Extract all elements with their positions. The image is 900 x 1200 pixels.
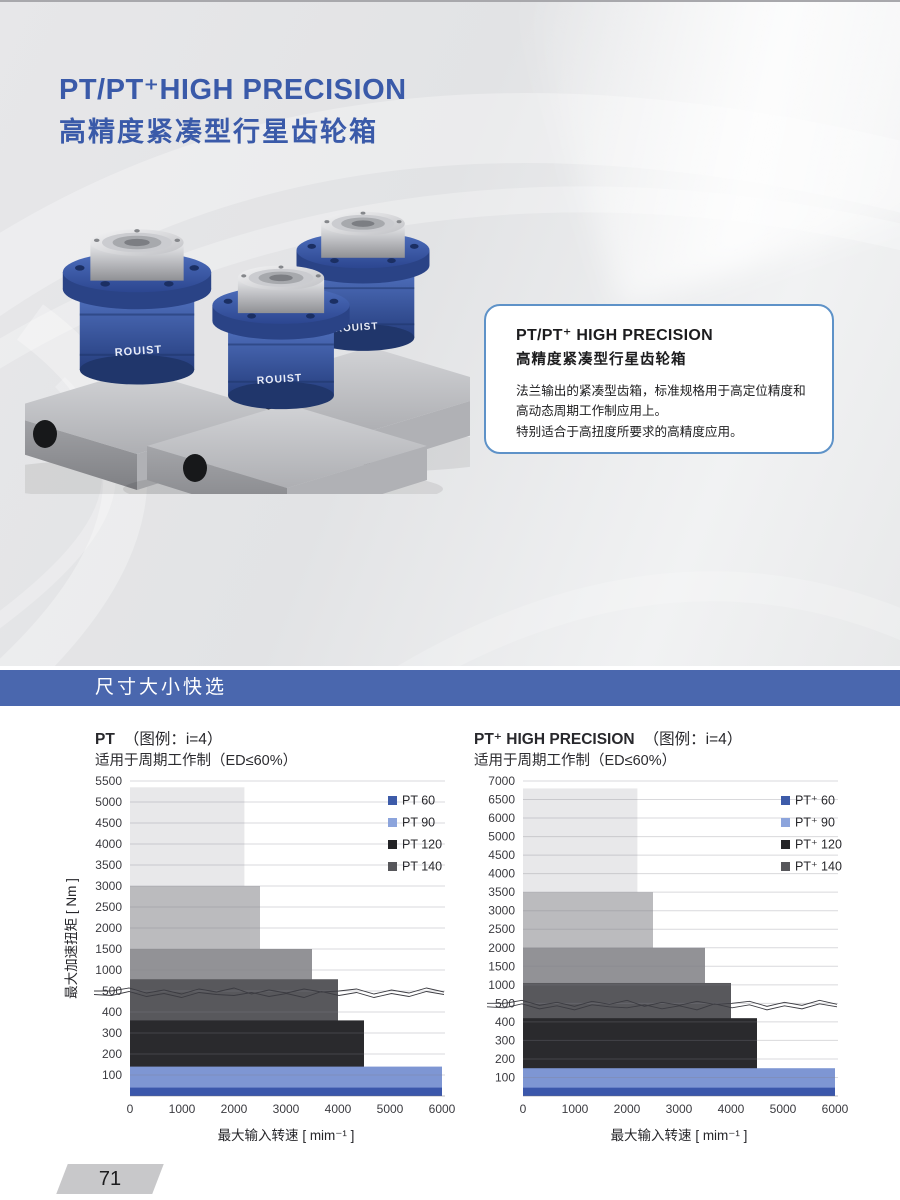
svg-text:5000: 5000 — [488, 830, 515, 844]
svg-text:300: 300 — [495, 1033, 515, 1047]
svg-text:2500: 2500 — [95, 900, 122, 914]
svg-text:100: 100 — [495, 1070, 515, 1084]
svg-text:4500: 4500 — [95, 816, 122, 830]
svg-text:5000: 5000 — [95, 795, 122, 809]
page-title-en: PT/PT⁺HIGH PRECISION — [59, 74, 407, 106]
svg-text:最大输入转速 [ mim⁻¹ ]: 最大输入转速 [ mim⁻¹ ] — [218, 1128, 355, 1143]
pt-plus-capability-chart: 7000650060005000450040003500300025002000… — [486, 774, 849, 1143]
info-body-2: 特别适合于高扭度所要求的高精度应用。 — [516, 424, 743, 439]
svg-text:PT⁺ 120: PT⁺ 120 — [795, 838, 842, 852]
svg-text:1500: 1500 — [95, 942, 122, 956]
svg-text:2000: 2000 — [614, 1102, 641, 1116]
section-banner: 尺寸大小快选 — [0, 670, 900, 706]
chart-title-right: PT⁺ HIGH PRECISION （图例：i=4） — [474, 731, 743, 748]
svg-text:PT 60: PT 60 — [402, 794, 435, 808]
svg-text:3500: 3500 — [95, 858, 122, 872]
product-image: ROUIST ROUIST ROUIST — [25, 210, 470, 494]
svg-text:3000: 3000 — [488, 904, 515, 918]
svg-text:PT⁺ 60: PT⁺ 60 — [795, 794, 835, 808]
svg-text:4000: 4000 — [95, 837, 122, 851]
svg-text:6000: 6000 — [488, 811, 515, 825]
svg-text:400: 400 — [102, 1005, 122, 1019]
svg-text:4500: 4500 — [488, 848, 515, 862]
svg-text:4000: 4000 — [488, 867, 515, 881]
info-title-cn: 高精度紧凑型行星齿轮箱 — [516, 352, 687, 368]
svg-text:2000: 2000 — [95, 921, 122, 935]
svg-text:6000: 6000 — [822, 1102, 849, 1116]
page-title-cn: 高精度紧凑型行星齿轮箱 — [59, 117, 378, 147]
page-number: 71 — [56, 1164, 164, 1194]
pt-capability-chart: 5500500045004000350030002500200015001000… — [64, 774, 456, 1143]
page-number-label: 71 — [98, 1168, 122, 1190]
svg-text:1000: 1000 — [95, 963, 122, 977]
svg-text:0: 0 — [127, 1102, 134, 1116]
svg-text:300: 300 — [102, 1026, 122, 1040]
svg-text:7000: 7000 — [488, 774, 515, 788]
brand-label: ROUIST — [256, 372, 302, 387]
svg-text:最大输入转速 [ mim⁻¹ ]: 最大输入转速 [ mim⁻¹ ] — [611, 1128, 748, 1143]
svg-text:4000: 4000 — [325, 1102, 352, 1116]
svg-text:2000: 2000 — [221, 1102, 248, 1116]
info-title-en: PT/PT⁺ HIGH PRECISION — [516, 327, 713, 344]
svg-text:1000: 1000 — [562, 1102, 589, 1116]
chart-subtitle-left: 适用于周期工作制（ED≤60%） — [95, 753, 298, 769]
info-body-1: 法兰输出的紧凑型齿箱，标准规格用于高定位精度和高动态周期工作制应用上。 — [516, 384, 806, 419]
svg-text:6000: 6000 — [429, 1102, 456, 1116]
svg-text:3500: 3500 — [488, 885, 515, 899]
svg-text:3000: 3000 — [95, 879, 122, 893]
svg-text:500: 500 — [495, 996, 515, 1010]
svg-text:1000: 1000 — [169, 1102, 196, 1116]
svg-text:PT 140: PT 140 — [402, 860, 442, 874]
product-info-box: PT/PT⁺ HIGH PRECISION 高精度紧凑型行星齿轮箱 法兰输出的紧… — [484, 304, 834, 454]
svg-text:200: 200 — [102, 1047, 122, 1061]
svg-text:PT 90: PT 90 — [402, 816, 435, 830]
svg-text:2000: 2000 — [488, 941, 515, 955]
svg-text:5000: 5000 — [770, 1102, 797, 1116]
svg-text:0: 0 — [520, 1102, 527, 1116]
svg-text:PT⁺ 140: PT⁺ 140 — [795, 860, 842, 874]
svg-text:4000: 4000 — [718, 1102, 745, 1116]
svg-text:1500: 1500 — [488, 959, 515, 973]
svg-text:400: 400 — [495, 1015, 515, 1029]
svg-text:3000: 3000 — [666, 1102, 693, 1116]
brand-label: ROUIST — [114, 344, 162, 359]
chart-subtitle-right: 适用于周期工作制（ED≤60%） — [474, 753, 677, 769]
svg-text:5000: 5000 — [377, 1102, 404, 1116]
svg-text:100: 100 — [102, 1068, 122, 1082]
banner-label: 尺寸大小快选 — [95, 677, 228, 698]
svg-text:1000: 1000 — [488, 978, 515, 992]
svg-text:500: 500 — [102, 984, 122, 998]
svg-text:2500: 2500 — [488, 922, 515, 936]
svg-text:6500: 6500 — [488, 793, 515, 807]
svg-text:最大加速扭矩 [ Nm ]: 最大加速扭矩 [ Nm ] — [64, 878, 79, 999]
chart-title-left: PT （图例：i=4） — [95, 731, 223, 748]
svg-text:200: 200 — [495, 1052, 515, 1066]
hero-section: PT/PT⁺HIGH PRECISION 高精度紧凑型行星齿轮箱 — [0, 0, 900, 666]
svg-text:3000: 3000 — [273, 1102, 300, 1116]
svg-text:PT⁺ 90: PT⁺ 90 — [795, 816, 835, 830]
svg-text:5500: 5500 — [95, 774, 122, 788]
svg-text:PT 120: PT 120 — [402, 838, 442, 852]
